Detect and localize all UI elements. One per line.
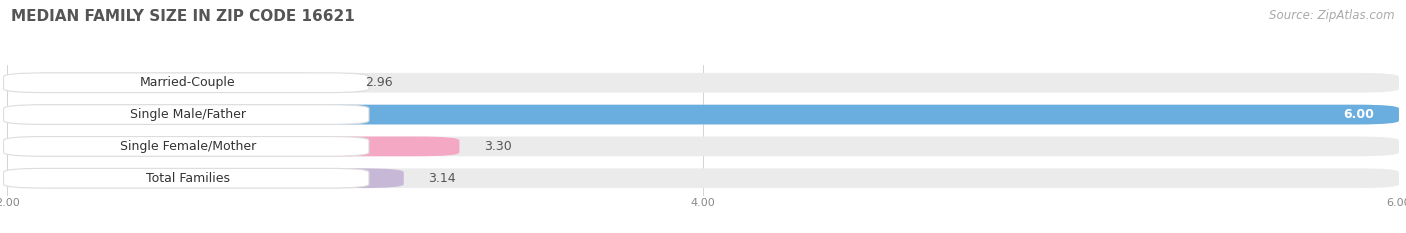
FancyBboxPatch shape (7, 105, 1399, 124)
Text: Total Families: Total Families (146, 172, 231, 185)
Text: Single Male/Father: Single Male/Father (129, 108, 246, 121)
Text: Source: ZipAtlas.com: Source: ZipAtlas.com (1270, 9, 1395, 22)
FancyBboxPatch shape (7, 137, 1399, 156)
FancyBboxPatch shape (7, 168, 1399, 188)
FancyBboxPatch shape (7, 137, 460, 156)
FancyBboxPatch shape (4, 73, 368, 93)
FancyBboxPatch shape (7, 105, 1399, 124)
FancyBboxPatch shape (7, 73, 342, 93)
FancyBboxPatch shape (4, 105, 368, 124)
Text: 3.14: 3.14 (427, 172, 456, 185)
Text: 3.30: 3.30 (484, 140, 512, 153)
Text: MEDIAN FAMILY SIZE IN ZIP CODE 16621: MEDIAN FAMILY SIZE IN ZIP CODE 16621 (11, 9, 354, 24)
FancyBboxPatch shape (7, 73, 1399, 93)
FancyBboxPatch shape (4, 168, 368, 188)
Text: 6.00: 6.00 (1344, 108, 1375, 121)
FancyBboxPatch shape (7, 168, 404, 188)
Text: Married-Couple: Married-Couple (141, 76, 236, 89)
FancyBboxPatch shape (4, 137, 368, 156)
Text: Single Female/Mother: Single Female/Mother (120, 140, 256, 153)
Text: 2.96: 2.96 (366, 76, 394, 89)
